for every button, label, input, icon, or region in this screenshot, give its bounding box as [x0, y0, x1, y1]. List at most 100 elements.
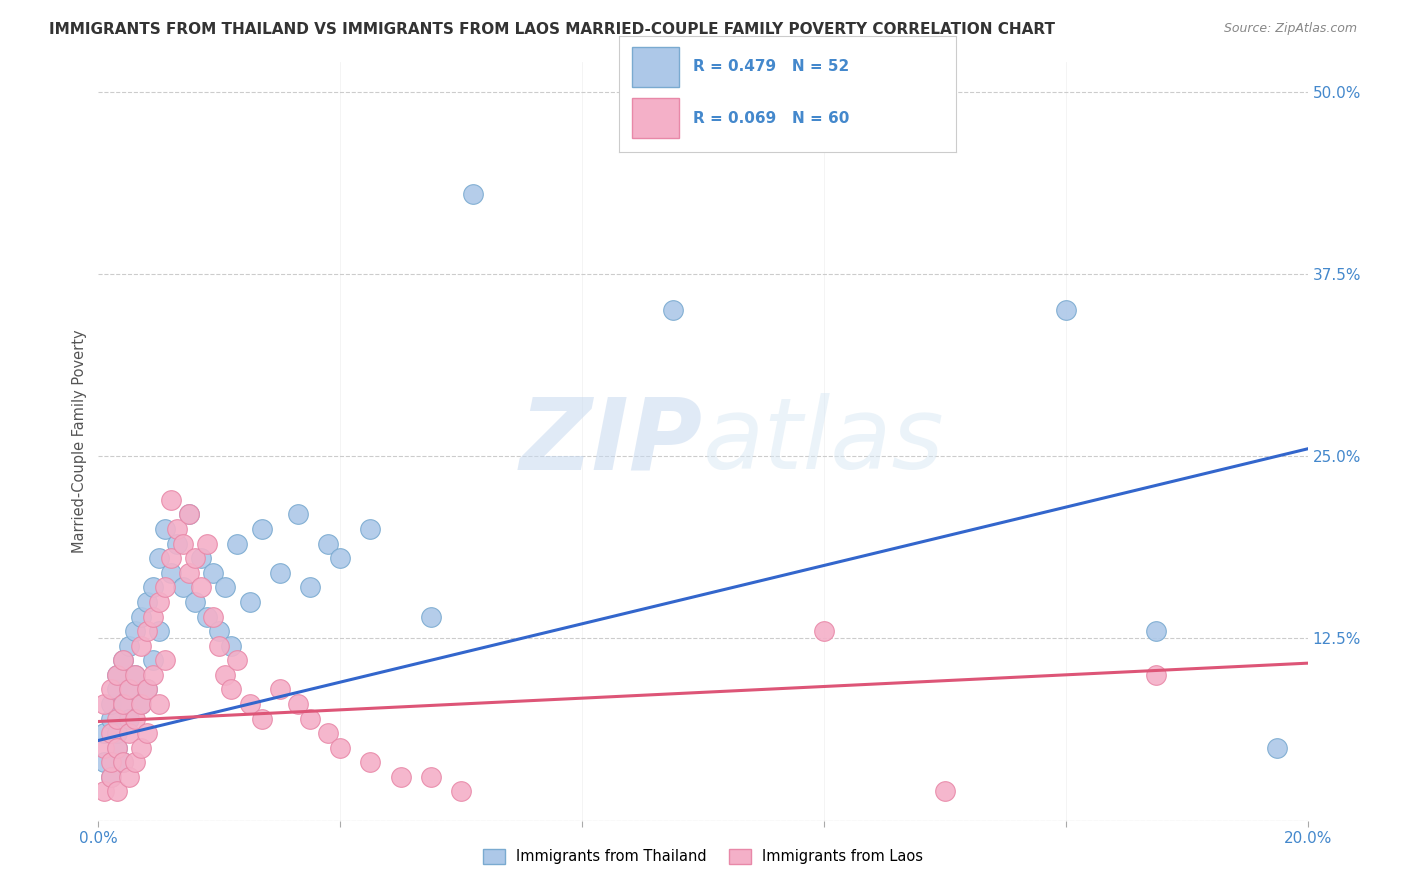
Point	[118, 726, 141, 740]
Point	[118, 712, 141, 726]
Text: ZIP: ZIP	[520, 393, 703, 490]
Point	[160, 566, 183, 580]
Point	[105, 740, 128, 755]
Point	[329, 551, 352, 566]
Point	[105, 784, 128, 798]
Point	[179, 508, 201, 522]
Point	[124, 756, 146, 770]
Point	[124, 668, 146, 682]
Point	[142, 609, 165, 624]
Point	[111, 653, 134, 667]
Point	[111, 653, 134, 667]
Point	[129, 697, 152, 711]
Point	[239, 697, 262, 711]
Point	[221, 639, 243, 653]
Point	[100, 697, 122, 711]
Point	[124, 624, 146, 639]
Point	[1144, 624, 1167, 639]
Point	[1144, 668, 1167, 682]
Point	[100, 682, 122, 697]
Point	[813, 624, 835, 639]
Point	[239, 595, 262, 609]
Point	[105, 712, 128, 726]
Text: atlas: atlas	[703, 393, 945, 490]
Point	[129, 609, 152, 624]
Point	[135, 682, 157, 697]
Point	[135, 682, 157, 697]
Point	[105, 740, 128, 755]
Point	[111, 756, 134, 770]
Text: IMMIGRANTS FROM THAILAND VS IMMIGRANTS FROM LAOS MARRIED-COUPLE FAMILY POVERTY C: IMMIGRANTS FROM THAILAND VS IMMIGRANTS F…	[49, 22, 1056, 37]
Point	[316, 726, 339, 740]
Point	[269, 682, 291, 697]
Point	[129, 697, 152, 711]
Point	[179, 508, 201, 522]
Point	[214, 580, 236, 594]
Point	[105, 668, 128, 682]
Point	[111, 697, 134, 711]
Point	[316, 536, 339, 550]
Point	[934, 784, 956, 798]
Point	[100, 726, 122, 740]
Point	[118, 682, 141, 697]
Point	[100, 770, 122, 784]
Text: Source: ZipAtlas.com: Source: ZipAtlas.com	[1223, 22, 1357, 36]
Point	[208, 624, 231, 639]
Point	[195, 609, 218, 624]
Point	[389, 770, 412, 784]
Point	[118, 639, 141, 653]
Point	[190, 551, 212, 566]
Point	[329, 740, 352, 755]
Point	[129, 639, 152, 653]
Point	[221, 682, 243, 697]
Point	[135, 624, 157, 639]
Point	[202, 609, 225, 624]
Point	[360, 756, 382, 770]
Point	[93, 697, 115, 711]
Point	[124, 712, 146, 726]
Point	[166, 536, 188, 550]
Point	[93, 784, 115, 798]
Y-axis label: Married-Couple Family Poverty: Married-Couple Family Poverty	[72, 330, 87, 553]
Point	[100, 770, 122, 784]
Point	[1267, 740, 1289, 755]
Point	[93, 740, 115, 755]
Point	[93, 726, 115, 740]
Point	[153, 653, 176, 667]
Point	[420, 770, 443, 784]
Point	[420, 609, 443, 624]
Point	[202, 566, 225, 580]
Point	[226, 536, 249, 550]
Point	[118, 770, 141, 784]
Point	[208, 639, 231, 653]
Point	[124, 668, 146, 682]
Point	[184, 551, 207, 566]
Point	[153, 522, 176, 536]
Point	[214, 668, 236, 682]
Point	[100, 712, 122, 726]
Point	[463, 186, 485, 201]
Point	[450, 784, 472, 798]
Point	[93, 756, 115, 770]
Point	[661, 303, 683, 318]
Point	[160, 492, 183, 507]
Point	[129, 740, 152, 755]
Point	[287, 508, 309, 522]
Point	[1054, 303, 1077, 318]
Point	[160, 551, 183, 566]
Point	[172, 580, 194, 594]
Point	[135, 595, 157, 609]
Point	[148, 624, 170, 639]
Point	[111, 697, 134, 711]
Point	[148, 595, 170, 609]
Point	[166, 522, 188, 536]
Point	[111, 756, 134, 770]
FancyBboxPatch shape	[633, 47, 679, 87]
FancyBboxPatch shape	[633, 98, 679, 137]
Text: R = 0.479   N = 52: R = 0.479 N = 52	[693, 60, 849, 75]
Point	[184, 595, 207, 609]
Point	[105, 726, 128, 740]
Point	[179, 566, 201, 580]
Point	[135, 726, 157, 740]
Point	[118, 682, 141, 697]
